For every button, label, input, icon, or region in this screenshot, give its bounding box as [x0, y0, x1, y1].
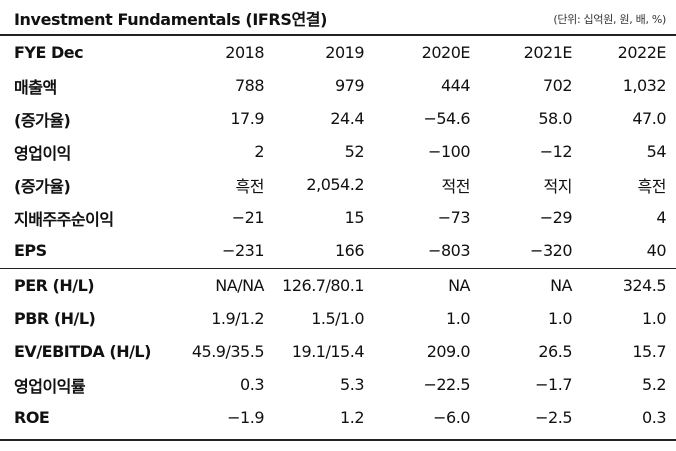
cell: 47.0: [632, 109, 666, 128]
title-row: Investment Fundamentals (IFRS연결) (단위: 십억…: [0, 0, 676, 34]
cell: 17.9: [230, 109, 264, 128]
cell: 흑전: [235, 176, 265, 196]
row-label: PBR (H/L): [14, 309, 96, 328]
cell: 15: [344, 208, 365, 227]
row-label: (증가율): [14, 176, 71, 196]
cell: 1.0: [642, 309, 666, 328]
cell: 324.5: [622, 276, 667, 295]
cell: 적지: [543, 176, 573, 196]
table-row: (증가율) 17.9 24.4 −54.6 58.0 47.0: [0, 102, 676, 135]
table-row: 영업이익률 0.3 5.3 −22.5 −1.7 5.2: [0, 368, 676, 401]
table-row: 영업이익 2 52 −100 −12 54: [0, 135, 676, 168]
row-label: 매출액: [14, 77, 57, 97]
header-label: FYE Dec: [14, 43, 84, 62]
table-row: EV/EBITDA (H/L) 45.9/35.5 19.1/15.4 209.…: [0, 335, 676, 368]
table-row: (증가율) 흑전 2,054.2 적전 적지 흑전: [0, 168, 676, 201]
header-year: 2022E: [617, 43, 667, 62]
cell: −1.9: [227, 408, 264, 427]
cell: −6.0: [433, 408, 470, 427]
row-label: 영업이익: [14, 143, 71, 163]
cell: 58.0: [538, 109, 572, 128]
table-title: Investment Fundamentals (IFRS연결): [14, 10, 328, 29]
cell: −1.7: [535, 375, 572, 394]
cell: 적전: [441, 176, 471, 196]
cell: 702: [542, 76, 573, 95]
section-divider: [0, 268, 676, 269]
table-top-section: FYE Dec 2018 2019 2020E 2021E 2022E 매출액 …: [0, 36, 676, 267]
bottom-rule: [0, 439, 676, 441]
header-row: FYE Dec 2018 2019 2020E 2021E 2022E: [0, 36, 676, 69]
cell: −22.5: [423, 375, 470, 394]
cell: 15.7: [632, 342, 666, 361]
table-row: ROE −1.9 1.2 −6.0 −2.5 0.3: [0, 401, 676, 434]
cell: 126.7/80.1: [282, 276, 364, 295]
cell: 5.3: [340, 375, 364, 394]
cell: 19.1/15.4: [291, 342, 365, 361]
cell: 0.3: [642, 408, 666, 427]
cell: 979: [334, 76, 365, 95]
unit-note: (단위: 십억원, 원, 배, %): [553, 13, 666, 26]
table-bottom-section: PER (H/L) NA/NA 126.7/80.1 NA NA 324.5 P…: [0, 269, 676, 434]
cell: 40: [646, 241, 667, 260]
table-row: 지배주주순이익 −21 15 −73 −29 4: [0, 201, 676, 234]
table-row: EPS −231 166 −803 −320 40: [0, 234, 676, 267]
cell: 24.4: [330, 109, 364, 128]
cell: −231: [222, 241, 264, 260]
cell: −803: [428, 241, 470, 260]
cell: −320: [530, 241, 572, 260]
cell: −54.6: [423, 109, 470, 128]
header-year: 2021E: [523, 43, 573, 62]
cell: 788: [234, 76, 265, 95]
cell: 흑전: [637, 176, 667, 196]
cell: −12: [539, 142, 573, 161]
row-label: ROE: [14, 408, 50, 427]
cell: 1.9/1.2: [211, 309, 264, 328]
cell: 209.0: [426, 342, 471, 361]
cell: NA: [550, 276, 572, 295]
table-row: PBR (H/L) 1.9/1.2 1.5/1.0 1.0 1.0 1.0: [0, 302, 676, 335]
cell: 1.5/1.0: [311, 309, 364, 328]
row-label: (증가율): [14, 110, 71, 130]
header-year: 2018: [225, 43, 264, 62]
row-label: 영업이익률: [14, 376, 86, 396]
cell: 1.0: [548, 309, 572, 328]
cell: 26.5: [538, 342, 572, 361]
cell: 1.0: [446, 309, 470, 328]
top-rule: [0, 34, 676, 36]
cell: 0.3: [240, 375, 264, 394]
row-label: EV/EBITDA (H/L): [14, 342, 151, 361]
table-row: 매출액 788 979 444 702 1,032: [0, 69, 676, 102]
cell: 2: [254, 142, 264, 161]
row-label: PER (H/L): [14, 276, 95, 295]
cell: −29: [539, 208, 573, 227]
cell: 1.2: [340, 408, 364, 427]
header-year: 2019: [325, 43, 364, 62]
table-row: PER (H/L) NA/NA 126.7/80.1 NA NA 324.5: [0, 269, 676, 302]
cell: −21: [231, 208, 265, 227]
cell: −73: [437, 208, 471, 227]
row-label: 지배주주순이익: [14, 209, 114, 229]
cell: 45.9/35.5: [191, 342, 265, 361]
cell: NA/NA: [215, 276, 264, 295]
cell: 444: [440, 76, 471, 95]
cell: NA: [448, 276, 470, 295]
cell: −2.5: [535, 408, 572, 427]
cell: −100: [428, 142, 470, 161]
cell: 166: [334, 241, 365, 260]
cell: 1,032: [622, 76, 667, 95]
cell: 52: [344, 142, 365, 161]
cell: 2,054.2: [306, 175, 364, 194]
row-label: EPS: [14, 241, 47, 260]
cell: 5.2: [642, 375, 666, 394]
cell: 54: [646, 142, 667, 161]
cell: 4: [656, 208, 666, 227]
header-year: 2020E: [421, 43, 471, 62]
